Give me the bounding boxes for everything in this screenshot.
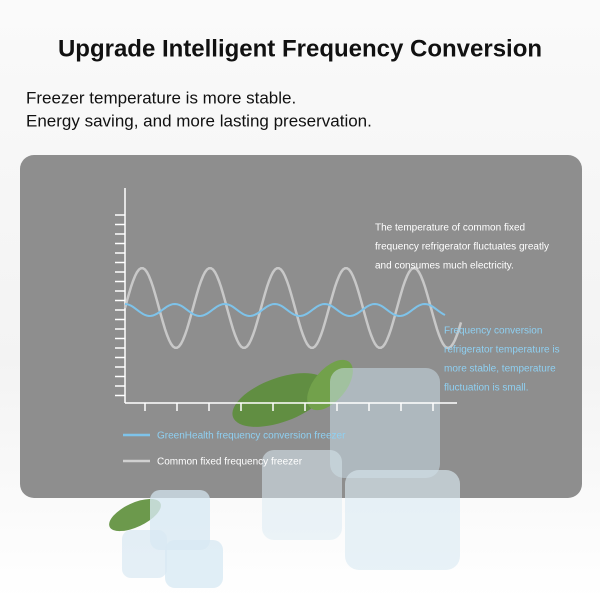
annotation: and consumes much electricity. — [375, 261, 514, 272]
annotation: The temperature of common fixed — [375, 223, 525, 234]
annotation: fluctuation is small. — [444, 383, 528, 394]
legend-label: Common fixed frequency freezer — [157, 457, 303, 468]
subtitle-line: Freezer temperature is more stable. — [26, 88, 296, 107]
subtitle-line: Energy saving, and more lasting preserva… — [26, 111, 372, 130]
annotation: refrigerator temperature is — [444, 345, 560, 356]
common-curve — [123, 266, 463, 350]
axes — [115, 188, 457, 411]
title: Upgrade Intelligent Frequency Conversion — [58, 35, 542, 62]
annotation: Frequency conversion — [444, 326, 542, 337]
annotation: frequency refrigerator fluctuates greatl… — [375, 242, 549, 253]
annotation: more stable, temperature — [444, 364, 556, 375]
frequency-curve — [124, 302, 446, 318]
decoration — [109, 359, 460, 588]
legend-label: GreenHealth frequency conversion freezer — [157, 431, 346, 442]
